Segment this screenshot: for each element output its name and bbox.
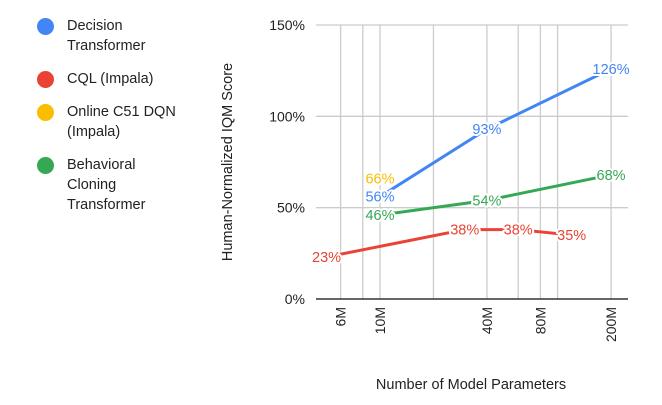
data-label-cql-impala: 38% bbox=[450, 223, 479, 239]
chart-legend: Decision Transformer CQL (Impala) Online C… bbox=[37, 16, 207, 228]
x-tick-label: 40M bbox=[479, 307, 495, 334]
x-tick-label: 200M bbox=[603, 307, 619, 342]
legend-marker-icon bbox=[37, 157, 54, 174]
legend-marker-icon bbox=[37, 71, 54, 88]
legend-item-decision-transformer: Decision Transformer bbox=[37, 16, 207, 56]
data-labels: 56% 93% 126% 23% 38% 38% 35% 66% 46% 54% 68% bbox=[310, 60, 632, 268]
data-label-online-c51-dqn-impala: 66% bbox=[365, 171, 394, 187]
data-label-cql-impala: 35% bbox=[557, 228, 586, 244]
legend-item-online-c51-dqn-impala: Online C51 DQN (Impala) bbox=[37, 102, 207, 142]
series-lines bbox=[326, 67, 612, 259]
legend-label: CQL (Impala) bbox=[67, 71, 154, 87]
y-tick-label: 50% bbox=[277, 200, 305, 216]
legend-marker-icon bbox=[37, 104, 54, 121]
series-line-cql-impala bbox=[326, 228, 572, 259]
data-label-decision-transformer: 126% bbox=[593, 62, 630, 78]
y-tick-label: 100% bbox=[269, 108, 305, 124]
x-tick-label: 80M bbox=[532, 307, 548, 334]
legend-label: Online C51 DQN (Impala) bbox=[67, 104, 176, 140]
data-label-cql-impala: 38% bbox=[504, 223, 533, 239]
legend-item-cql-impala: CQL (Impala) bbox=[37, 69, 207, 89]
x-tick-label: 6M bbox=[333, 307, 349, 326]
data-label-behavioral-cloning-transformer: 68% bbox=[597, 168, 626, 184]
legend-item-behavioral-cloning-transformer: Behavioral Cloning Transformer bbox=[37, 155, 207, 215]
data-label-cql-impala: 23% bbox=[312, 250, 341, 266]
data-label-decision-transformer: 93% bbox=[472, 122, 501, 138]
x-axis-title: Number of Model Parameters bbox=[376, 377, 566, 393]
y-tick-label: 150% bbox=[269, 17, 305, 33]
legend-label: Behavioral Cloning Transformer bbox=[67, 157, 146, 213]
x-tick-label: 10M bbox=[372, 307, 388, 334]
legend-marker-icon bbox=[37, 18, 54, 35]
data-label-behavioral-cloning-transformer: 46% bbox=[365, 208, 394, 224]
series-line-decision-transformer bbox=[379, 67, 612, 198]
data-label-behavioral-cloning-transformer: 54% bbox=[472, 193, 501, 209]
y-axis-title: Human-Normalized IQM Score bbox=[220, 63, 236, 261]
legend-label: Decision Transformer bbox=[67, 18, 146, 54]
y-tick-label: 0% bbox=[285, 291, 305, 307]
data-label-decision-transformer: 56% bbox=[365, 190, 394, 206]
gridlines bbox=[316, 24, 628, 299]
axes: 0% 50% 100% 150% 6M 10M 40M 80M 200M bbox=[269, 17, 628, 342]
series-line-behavioral-cloning-transformer bbox=[379, 173, 612, 217]
